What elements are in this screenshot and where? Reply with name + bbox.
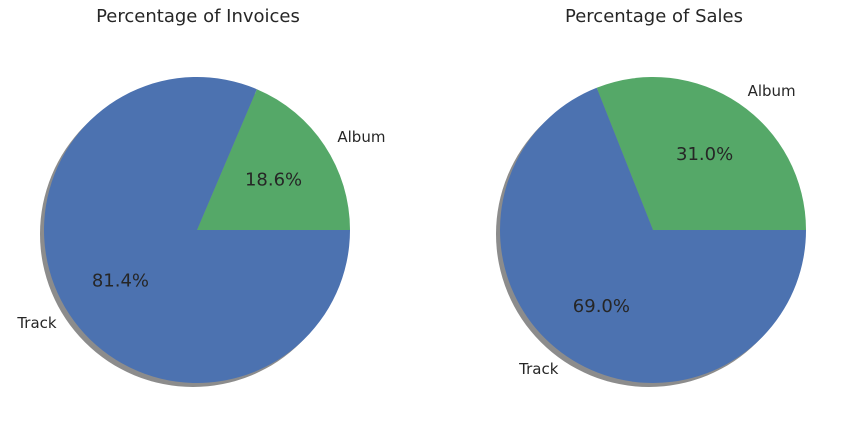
slice-percent-album: 31.0%: [676, 144, 733, 165]
slice-percent-track: 81.4%: [92, 271, 149, 292]
chart-title-invoices: Percentage of Invoices: [96, 6, 300, 27]
slice-label-track: Track: [518, 360, 559, 378]
chart-title-sales: Percentage of Sales: [565, 6, 743, 27]
pie-slice-album: [197, 89, 350, 230]
pie-slice-track: [500, 87, 806, 383]
pie-sales: Album 31.0% Track 69.0%: [496, 77, 806, 387]
pie-slice-album: [596, 77, 806, 231]
pie-chart-invoices: Percentage of Invoices Album 18.6% Track 81…: [16, 6, 385, 387]
pie-chart-sales: Percentage of Sales Album 31.0% Track 69.0%: [496, 6, 806, 387]
pie-slice-track: [43, 77, 350, 384]
slice-label-track: Track: [16, 314, 57, 332]
slice-label-album: Album: [748, 82, 796, 100]
slice-percent-album: 18.6%: [245, 169, 302, 190]
slice-percent-track: 69.0%: [573, 296, 630, 317]
slice-label-album: Album: [337, 128, 385, 146]
pie-invoices: Album 18.6% Track 81.4%: [16, 77, 385, 387]
